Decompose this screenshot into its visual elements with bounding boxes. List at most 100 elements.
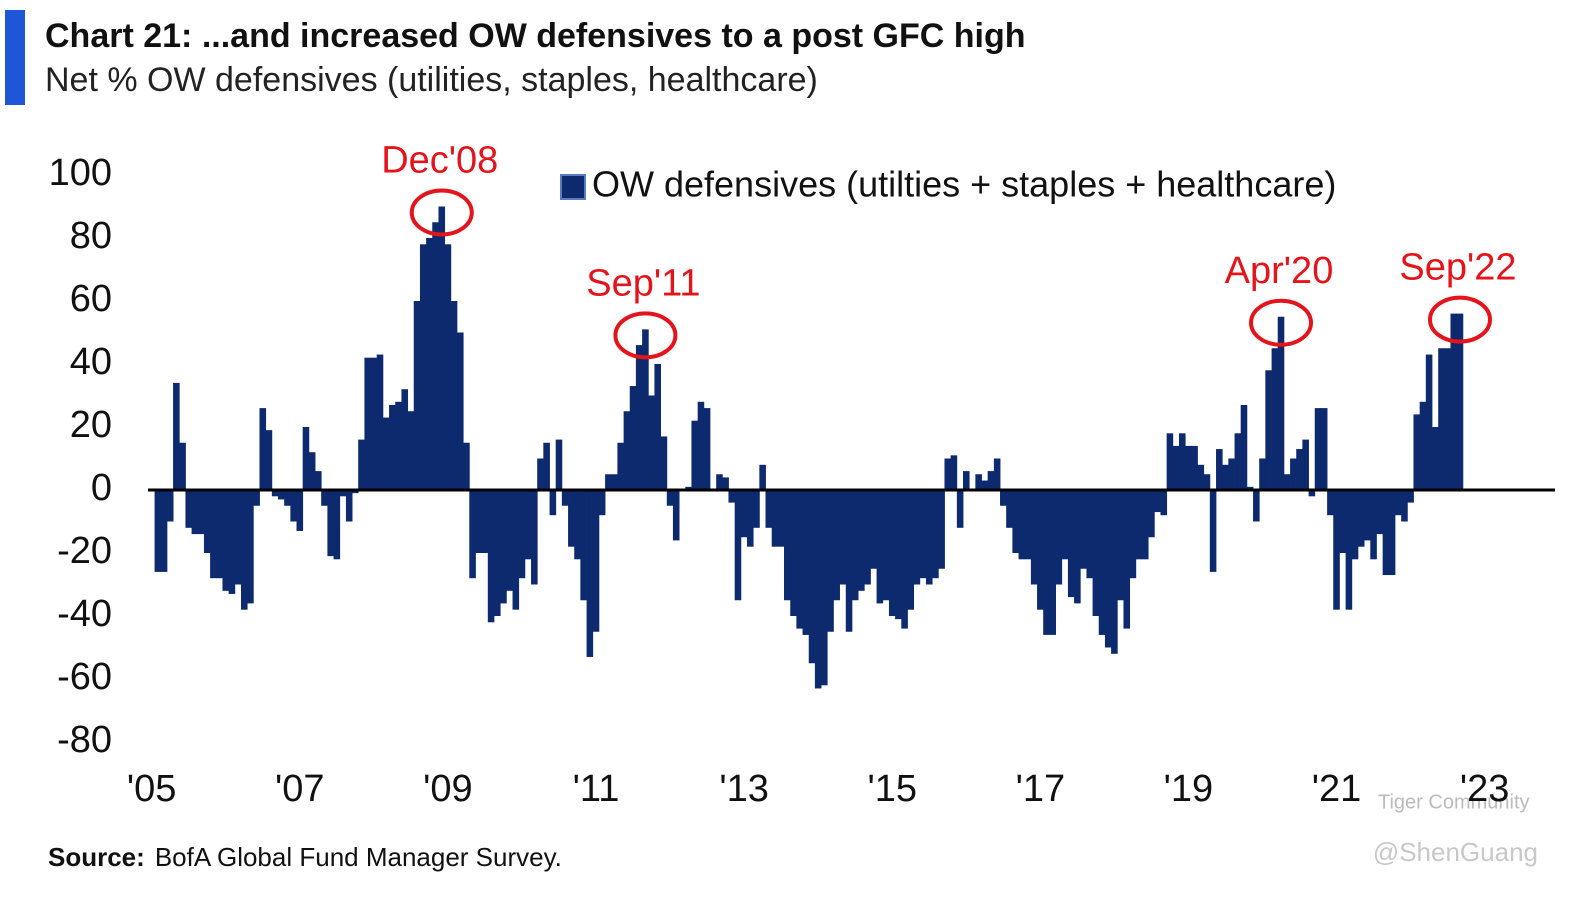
bar (352, 490, 359, 494)
bar (1055, 490, 1063, 585)
bar (173, 382, 180, 490)
bar (740, 490, 748, 538)
bar (851, 490, 859, 601)
bar (1123, 490, 1131, 629)
bar (327, 490, 334, 557)
bar (265, 430, 273, 490)
bar (1234, 433, 1242, 490)
bar (222, 490, 230, 591)
bar (734, 490, 742, 601)
bar (784, 490, 791, 601)
bar (543, 442, 550, 490)
bar (574, 490, 581, 560)
bar (870, 490, 878, 569)
annotation-label: Sep'11 (586, 262, 700, 304)
bar (716, 474, 723, 490)
bar (1302, 439, 1309, 490)
y-tick-label: 20 (70, 404, 112, 446)
bar (1456, 313, 1464, 490)
bar (555, 439, 563, 490)
bar (654, 364, 661, 490)
bar (987, 471, 995, 490)
chart-title: Chart 21: ...and increased OW defensives… (45, 17, 1026, 55)
x-tick-label: '17 (1016, 768, 1066, 810)
bar (537, 458, 544, 490)
bar (1376, 490, 1384, 535)
bar (1185, 445, 1192, 490)
bar (697, 401, 705, 490)
bar (1339, 490, 1346, 553)
x-tick-label: '23 (1460, 768, 1510, 810)
bar (703, 408, 711, 490)
bar (1246, 486, 1254, 490)
bar (487, 490, 495, 623)
bar (895, 490, 902, 620)
bar (1370, 490, 1377, 560)
watermark: @ShenGuang (1373, 837, 1538, 867)
bar (444, 244, 452, 490)
bar (938, 490, 945, 569)
bar (691, 420, 699, 490)
bar (315, 471, 322, 490)
bar (333, 490, 341, 560)
bar (1197, 464, 1205, 490)
bar (827, 490, 834, 632)
bar (524, 490, 532, 560)
bar (1092, 490, 1100, 616)
bar (962, 471, 970, 490)
x-tick-label: '19 (1164, 768, 1214, 810)
bar (858, 490, 865, 591)
bar (1148, 490, 1155, 538)
bar (981, 480, 989, 490)
bar (1024, 490, 1032, 560)
bar (364, 357, 371, 490)
bar (833, 490, 840, 601)
bar (1209, 490, 1217, 572)
bar (345, 490, 353, 522)
x-tick-label: '09 (423, 768, 473, 810)
x-tick-label: '15 (867, 768, 917, 810)
bar (746, 490, 754, 547)
bar (494, 490, 501, 616)
bar (759, 464, 766, 490)
bar (1419, 401, 1427, 490)
bar (389, 404, 396, 490)
source-text: BofA Global Fund Manager Survey. (155, 842, 562, 872)
bar (506, 490, 513, 591)
bar (210, 490, 217, 579)
bar (845, 490, 853, 632)
bar (376, 354, 384, 490)
source-label: Source: (48, 842, 145, 872)
x-tick-label: '13 (719, 768, 769, 810)
bar (1098, 490, 1106, 635)
y-tick-label: -60 (57, 656, 112, 698)
bar (1006, 490, 1013, 528)
x-tick-label: '21 (1312, 768, 1362, 810)
x-tick-label: '07 (275, 768, 325, 810)
bar (1074, 490, 1081, 604)
bar (1407, 490, 1414, 503)
bar (580, 490, 587, 601)
bar (1018, 490, 1026, 560)
bar (469, 490, 476, 579)
bar (1388, 490, 1396, 576)
plot-area: -80 -60 -40 -20 0 20 40 60 80 100 '05 '07 '09 '11 '13 '… (49, 140, 1555, 810)
y-tick-label: 60 (70, 278, 112, 320)
bar (518, 490, 526, 579)
bar (1141, 490, 1149, 560)
bar (1401, 490, 1408, 522)
y-tick-label: 80 (70, 215, 112, 257)
bar (635, 345, 643, 490)
bar (605, 474, 612, 490)
bar (722, 477, 729, 490)
bar (1265, 370, 1272, 490)
bar (185, 490, 193, 528)
bar (179, 442, 186, 490)
bar (1394, 490, 1402, 516)
x-tick-label: '05 (127, 768, 177, 810)
bar (1000, 490, 1007, 506)
bar (944, 458, 952, 490)
bar (919, 490, 927, 579)
bar (253, 490, 260, 506)
